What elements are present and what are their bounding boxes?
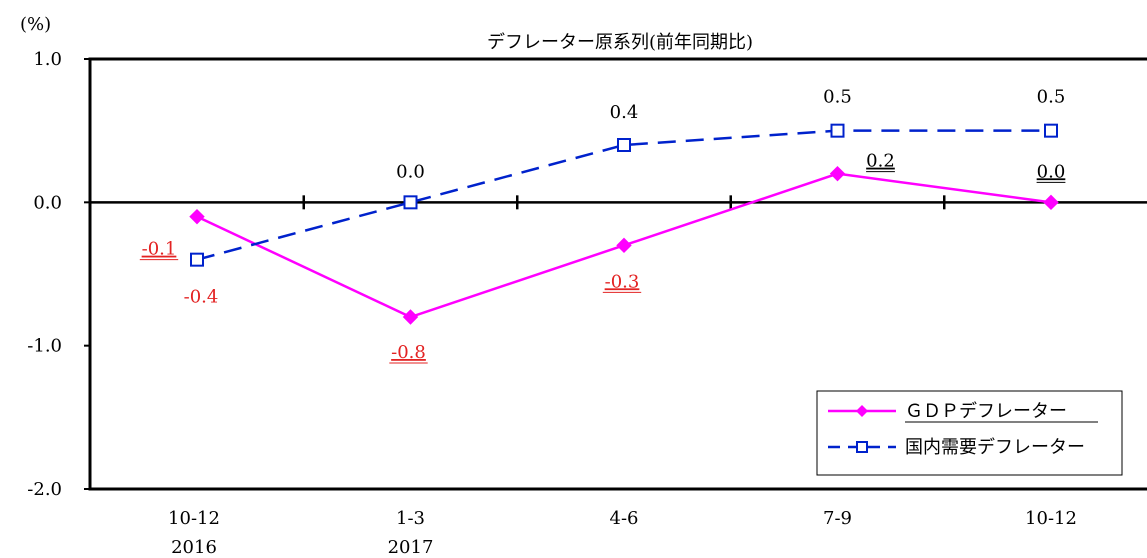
data-point-marker xyxy=(830,123,845,138)
y-unit-label: (%) xyxy=(20,14,51,35)
y-tick-label: 0.0 xyxy=(33,192,62,213)
data-label: 0.5 xyxy=(1037,87,1066,108)
data-point-marker xyxy=(1043,194,1059,211)
data-point-marker xyxy=(616,237,632,254)
chart-title: デフレーター原系列(前年同期比) xyxy=(487,32,753,53)
x-tick-label: 7-9 xyxy=(823,508,852,529)
x-tick-label: 10-12 xyxy=(168,508,220,529)
plot-area-frame xyxy=(88,57,1147,491)
y-tick-label: -1.0 xyxy=(27,336,62,357)
x-tick-label: 4-6 xyxy=(610,508,639,529)
data-label: 0.2 xyxy=(866,151,895,172)
series-line xyxy=(196,129,1051,261)
data-point-marker xyxy=(190,252,204,267)
data-label: -0.1 xyxy=(142,239,177,260)
legend-marker xyxy=(856,405,868,417)
y-tick-label: 1.0 xyxy=(33,49,62,70)
x-tick-label: 1-3 xyxy=(396,508,425,529)
data-label: 0.0 xyxy=(396,161,425,182)
data-point-marker xyxy=(402,309,419,325)
data-point-marker xyxy=(1044,123,1058,138)
data-label: -0.3 xyxy=(605,271,640,292)
data-label: -0.4 xyxy=(184,287,219,308)
legend-marker xyxy=(856,441,868,453)
data-label: 0.5 xyxy=(823,87,852,108)
y-tick-label: -2.0 xyxy=(27,479,62,500)
x-tick-label: 10-12 xyxy=(1025,508,1077,529)
data-point-marker xyxy=(403,195,418,210)
data-label: 0.4 xyxy=(610,102,639,123)
legend-label: 国内需要デフレーター xyxy=(905,437,1085,458)
legend-box xyxy=(816,390,1123,476)
x-year-label: 2016 xyxy=(171,537,217,558)
data-label: 0.0 xyxy=(1037,161,1066,182)
x-year-label: 2017 xyxy=(388,537,434,558)
legend-label: ＧＤＰデフレーター xyxy=(905,401,1067,422)
data-point-marker xyxy=(617,138,631,152)
data-point-marker xyxy=(829,165,846,182)
data-point-marker xyxy=(189,208,205,225)
data-label: -0.8 xyxy=(391,342,426,363)
